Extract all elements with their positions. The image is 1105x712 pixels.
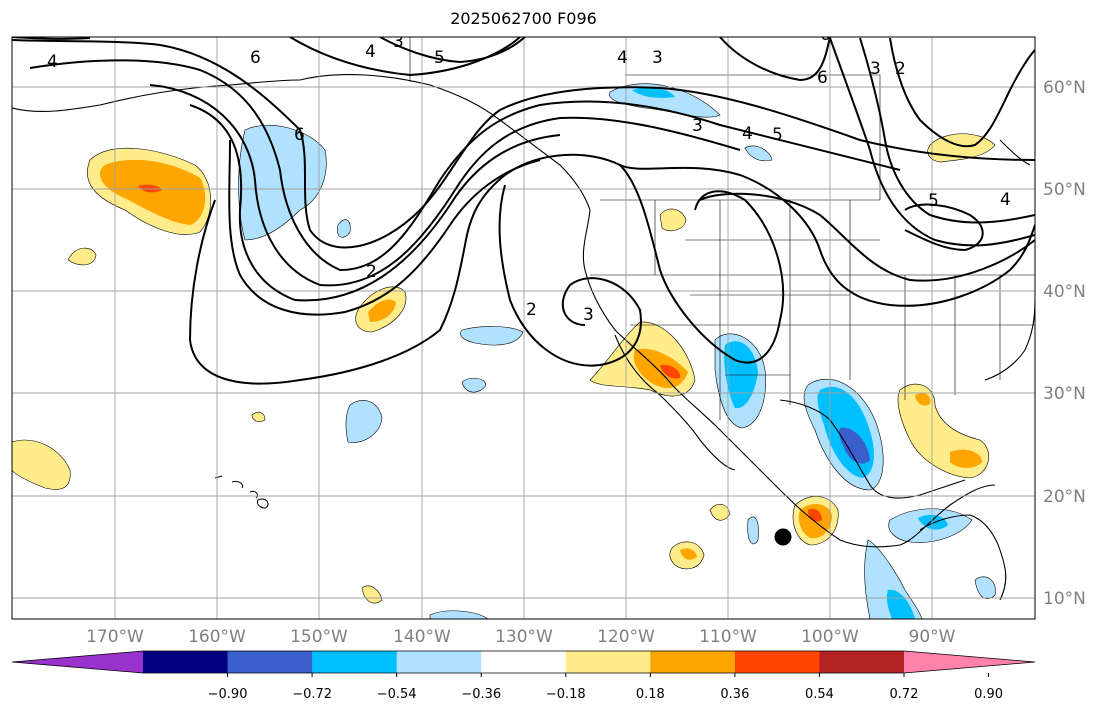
colorbar-tick-label: −0.72 — [292, 687, 332, 702]
positive-anomaly-area — [660, 364, 681, 379]
contour-label: 6 — [250, 48, 261, 68]
contour-label: 2 — [526, 300, 537, 320]
contour-label: 3 — [692, 116, 703, 136]
contour-label: 4 — [617, 48, 628, 68]
lon-label: 160°W — [188, 627, 246, 647]
contour-label: 4 — [1000, 190, 1011, 210]
colorbar-bin — [734, 651, 820, 673]
contour-label: 2 — [366, 262, 377, 282]
negative-anomaly-area — [345, 400, 383, 443]
lon-label: 90°W — [909, 627, 956, 647]
lat-label: 40°N — [1043, 282, 1086, 302]
positive-anomaly-area — [67, 247, 97, 266]
colorbar-bin — [312, 651, 398, 673]
colorbar-bin — [227, 651, 313, 673]
lat-label: 10°N — [1043, 589, 1086, 609]
colorbar-tick-label: 0.36 — [720, 687, 749, 702]
coastlines — [12, 74, 1035, 601]
lon-label: 130°W — [495, 627, 553, 647]
hawaii-islands — [214, 475, 269, 509]
contour-label: 3 — [393, 32, 404, 52]
lon-label: 140°W — [393, 627, 451, 647]
contour-label: 3 — [652, 48, 663, 68]
contour-label: 6 — [294, 125, 305, 145]
map-frame — [11, 36, 1036, 620]
negative-anomaly-area — [460, 326, 524, 346]
contour-label: 4 — [365, 42, 376, 62]
colorbar-tick-label: 0.72 — [890, 687, 919, 702]
lat-label: 30°N — [1043, 384, 1086, 404]
colorbar-tick-label: 0.90 — [974, 687, 1003, 702]
positive-anomaly-area — [251, 411, 266, 422]
negative-anomaly-area — [864, 539, 922, 619]
longitude-labels: 170°W 160°W 150°W 140°W 130°W 120°W 110°… — [86, 627, 956, 647]
colorbar-extend-high — [904, 651, 1035, 673]
colorbar-extend-low — [12, 651, 143, 673]
positive-anomaly-area — [680, 548, 697, 560]
lon-label: 170°W — [86, 627, 144, 647]
negative-anomaly-area — [429, 610, 489, 619]
latitude-labels: 60°N 50°N 40°N 30°N 20°N 10°N — [1043, 78, 1086, 609]
contour-label: 3 — [583, 305, 594, 325]
colorbar-outline — [11, 650, 1036, 674]
height-contours — [12, 37, 1035, 385]
lat-label: 60°N — [1043, 78, 1086, 98]
lon-label: 100°W — [801, 627, 859, 647]
negative-anomaly-area — [747, 516, 759, 545]
positive-anomaly-area — [950, 449, 982, 468]
contour-label: 5 — [434, 48, 445, 68]
map-title: 2025062700 F096 — [450, 9, 597, 28]
contour-label: 3 — [870, 59, 881, 79]
colorbar-tick-label: 0.54 — [805, 687, 834, 702]
contour-label: 6 — [820, 25, 831, 45]
lon-label: 150°W — [290, 627, 348, 647]
colorbar-tick-label: −0.36 — [461, 687, 501, 702]
negative-anomaly-area — [337, 219, 351, 238]
colorbar-bin — [143, 651, 229, 673]
positive-anomaly-area — [915, 393, 931, 406]
positive-anomaly-area — [12, 439, 71, 490]
colorbar-bin — [396, 651, 482, 673]
location-marker — [774, 528, 792, 546]
positive-anomaly-area — [709, 503, 731, 521]
contour-labels: 4 6 3 4 5 6 4 3 4 5 3 6 3 2 5 4 2 2 3 6 — [47, 25, 1011, 325]
colorbar-tick-label: 0.18 — [636, 687, 665, 702]
negative-anomaly-area — [974, 576, 996, 599]
colorbar — [11, 650, 1036, 674]
negative-anomaly-area — [886, 589, 915, 619]
colorbar-bin — [650, 651, 736, 673]
contour-label: 4 — [742, 124, 753, 144]
colorbar-ticks: −0.90 −0.72 −0.54 −0.36 −0.18 0.18 0.36 0.54 0.7… — [208, 673, 1003, 702]
colorbar-tick-label: −0.18 — [546, 687, 586, 702]
contour-label: 2 — [895, 59, 906, 79]
contour-label: 6 — [817, 68, 828, 88]
colorbar-tick-label: −0.90 — [208, 687, 248, 702]
contour-label: 5 — [772, 125, 783, 145]
lon-label: 120°W — [597, 627, 655, 647]
colorbar-bin — [481, 651, 567, 673]
colorbar-bin — [819, 651, 905, 673]
contour-label: 4 — [47, 52, 58, 72]
lat-label: 20°N — [1043, 487, 1086, 507]
positive-anomaly-area — [368, 299, 396, 322]
colorbar-tick-label: −0.54 — [377, 687, 417, 702]
negative-anomaly-area — [461, 377, 487, 393]
colorbar-bin — [565, 651, 651, 673]
contour-label: 5 — [928, 191, 939, 211]
lat-label: 50°N — [1043, 180, 1086, 200]
positive-anomaly-area — [99, 159, 206, 225]
negative-anomaly-area — [632, 87, 675, 98]
lon-label: 110°W — [699, 627, 757, 647]
map-grid — [12, 37, 1035, 619]
negative-anomaly-area — [744, 145, 773, 162]
positive-anomaly-area — [659, 208, 687, 232]
negative-anomaly-area — [839, 427, 870, 464]
